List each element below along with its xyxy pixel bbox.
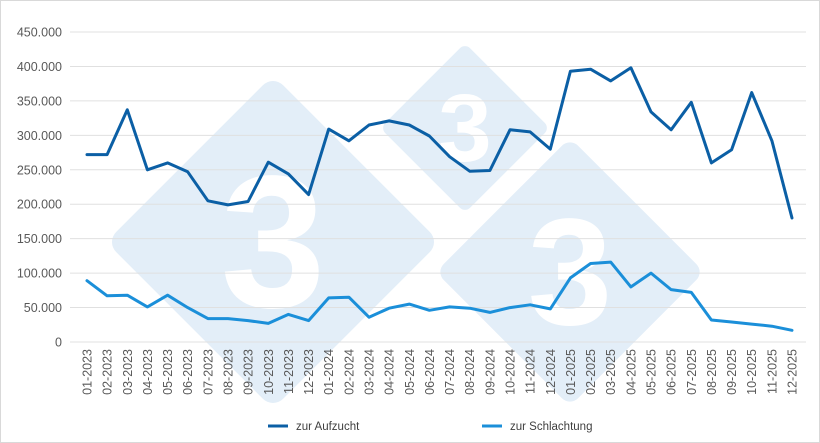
watermark-logo-text: 3 [438,75,491,182]
x-tick-label: 06-2025 [665,349,679,395]
x-tick-label: 04-2024 [383,349,397,395]
y-tick-label: 50.000 [24,301,62,315]
x-tick-label: 05-2025 [645,349,659,395]
x-tick-label: 05-2023 [161,349,175,395]
x-tick-label: 01-2023 [81,349,95,395]
x-tick-label: 01-2025 [564,349,578,395]
x-tick-label: 02-2023 [101,349,115,395]
x-tick-label: 09-2024 [483,349,497,395]
x-tick-label: 06-2023 [181,349,195,395]
watermark-diamond [383,46,547,210]
legend-label: zur Aufzucht [296,421,360,433]
y-tick-label: 0 [55,336,62,350]
y-tick-label: 450.000 [17,26,62,40]
x-tick-label: 10-2025 [745,349,759,395]
x-tick-label: 03-2023 [121,349,135,395]
x-tick-label: 12-2025 [786,349,800,395]
x-tick-label: 08-2024 [463,349,477,395]
series-line-2 [85,260,794,332]
x-tick-label: 02-2025 [584,349,598,395]
legend-label: zur Schlachtung [510,421,592,433]
y-tick-label: 300.000 [17,129,62,143]
x-tick-label: 10-2024 [504,349,518,395]
x-tick-label: 02-2024 [342,349,356,395]
x-tick-label: 09-2023 [242,349,256,395]
watermark: 333 [111,46,700,404]
x-tick-label: 11-2023 [282,349,296,394]
watermark-logo-text: 3 [528,187,613,357]
x-tick-label: 05-2024 [403,349,417,395]
y-tick-label: 250.000 [17,163,62,177]
y-tick-label: 200.000 [17,198,62,212]
x-tick-label: 08-2025 [705,349,719,395]
x-tick-label: 08-2023 [222,349,236,395]
x-tick-label: 12-2024 [544,349,558,395]
y-tick-label: 400.000 [17,60,62,74]
series-line-1 [85,66,794,220]
x-tick-label: 11-2025 [765,349,779,394]
x-tick-label: 07-2023 [201,349,215,395]
x-tick-label: 07-2024 [443,349,457,395]
x-tick-label: 04-2023 [141,349,155,395]
x-tick-label: 03-2025 [604,349,618,395]
x-tick-label: 09-2025 [725,349,739,395]
y-tick-label: 100.000 [17,267,62,281]
watermark-diamond [111,80,435,404]
x-tick-label: 04-2025 [624,349,638,395]
x-tick-label: 01-2024 [322,349,336,395]
x-tick-label: 03-2024 [363,349,377,395]
x-tick-label: 07-2025 [685,349,699,395]
y-tick-label: 350.000 [17,94,62,108]
y-tick-label: 150.000 [17,232,62,246]
x-tick-label: 12-2023 [302,349,316,395]
watermark-diamond [440,142,700,402]
x-tick-label: 06-2024 [423,349,437,395]
x-tick-label: 10-2023 [262,349,276,395]
watermark-logo-text: 3 [221,137,326,348]
x-tick-label: 11-2024 [524,349,538,394]
